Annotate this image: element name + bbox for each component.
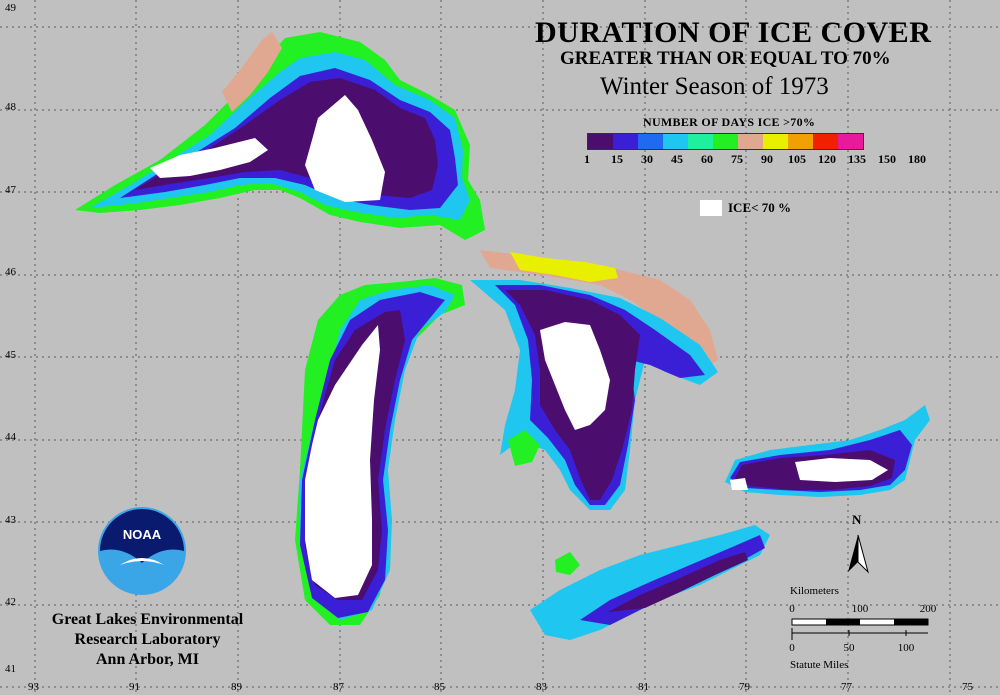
lake-michigan: [295, 278, 465, 625]
longitude-label: 85: [434, 681, 445, 693]
scale-km-label: Kilometers: [790, 585, 839, 597]
longitude-label: 75: [962, 681, 973, 693]
legend-tick-label: 90: [761, 152, 773, 166]
legend-swatch: [738, 134, 763, 149]
longitude-label: 89: [231, 681, 242, 693]
latitude-label: 46: [5, 266, 16, 278]
longitude-label: 79: [739, 681, 750, 693]
longitude-label: 81: [638, 681, 649, 693]
latitude-label: 42: [5, 596, 16, 608]
north-label: N: [852, 512, 862, 527]
legend-tick-label: 60: [701, 152, 713, 166]
logo-text: NOAA: [123, 527, 162, 542]
legend-tick-label: 75: [731, 152, 743, 166]
legend-swatch: [588, 134, 613, 149]
ice-below-swatch: [700, 200, 722, 216]
organization-line: Great Lakes Environmental: [51, 611, 244, 628]
legend-swatch: [763, 134, 788, 149]
legend-tick-label: 180: [908, 152, 926, 166]
legend-tick-label: 135: [848, 152, 866, 166]
scale-km-tick: 0: [789, 603, 795, 615]
longitude-label: 91: [129, 681, 140, 693]
organization-line: Research Laboratory: [74, 631, 221, 648]
scale-bar: [791, 618, 929, 640]
latitude-label: 43: [5, 514, 16, 526]
legend-tick-label: 120: [818, 152, 836, 166]
legend-color-bar: [587, 133, 864, 150]
scale-km-tick: 100: [851, 603, 869, 615]
map-subtitle: GREATER THAN OR EQUAL TO 70%: [560, 48, 891, 69]
legend-tick-label: 15: [611, 152, 623, 166]
legend-title: NUMBER OF DAYS ICE >70%: [643, 115, 816, 129]
longitude-label: 83: [536, 681, 547, 693]
latitude-label: 41: [5, 663, 16, 675]
latitude-label: 44: [5, 431, 16, 443]
legend-tick-label: 45: [671, 152, 683, 166]
lake-huron: [470, 250, 718, 510]
legend-tick-label: 150: [878, 152, 896, 166]
noaa-logo: NOAA: [98, 507, 186, 595]
map-title: DURATION OF ICE COVER: [535, 16, 932, 49]
scale-km-tick: 200: [919, 603, 937, 615]
legend-tick-label: 105: [788, 152, 806, 166]
latitude-label: 49: [5, 2, 16, 14]
latitude-label: 47: [5, 184, 16, 196]
ice-below-key: ICE< 70 %: [700, 200, 791, 216]
legend-swatch: [613, 134, 638, 149]
lake-st-clair: [555, 552, 580, 575]
scale-mi-tick: 0: [789, 642, 795, 654]
legend-tick-label: 30: [641, 152, 653, 166]
season-label: Winter Season of 1973: [600, 73, 829, 100]
scale-mi-tick: 100: [897, 642, 915, 654]
lake-superior: [75, 32, 485, 240]
ice-below-label: ICE< 70 %: [728, 200, 792, 215]
legend-swatch: [638, 134, 663, 149]
lake-ontario: [725, 405, 930, 497]
legend-swatch: [713, 134, 738, 149]
organization-block: Great Lakes Environmental Research Labor…: [30, 610, 265, 670]
latitude-label: 48: [5, 101, 16, 113]
organization-line: Ann Arbor, MI: [96, 651, 199, 668]
legend-swatch: [663, 134, 688, 149]
legend-swatch: [838, 134, 863, 149]
scale-mi-label: Statute Miles: [790, 659, 849, 671]
longitude-label: 87: [333, 681, 344, 693]
longitude-label: 77: [841, 681, 852, 693]
legend-swatch: [813, 134, 838, 149]
legend-swatch: [688, 134, 713, 149]
legend-tick-label: 1: [584, 152, 590, 166]
scale-mi-tick: 50: [843, 642, 855, 654]
lake-erie: [530, 525, 770, 640]
legend-tick-labels: 1 15 30 45 60 75 90 105 120 135 150 180: [580, 152, 926, 168]
north-arrow: [848, 534, 869, 574]
latitude-label: 45: [5, 349, 16, 361]
legend-swatch: [788, 134, 813, 149]
longitude-label: 93: [28, 681, 39, 693]
